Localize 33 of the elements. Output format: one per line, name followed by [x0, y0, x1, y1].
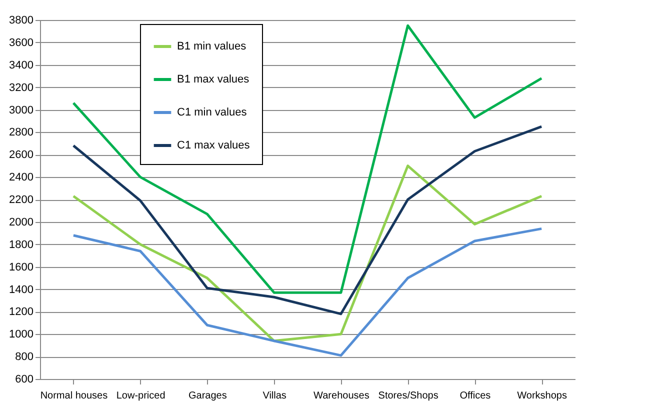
- y-tick-label: 1600: [9, 261, 34, 274]
- x-tick-label: Workshops: [517, 390, 567, 402]
- y-tick-label: 600: [15, 374, 34, 386]
- y-tick-label: 3600: [9, 36, 34, 49]
- y-tick-label: 1200: [9, 306, 34, 318]
- x-tick-label: Offices: [460, 390, 491, 402]
- y-tick-label: 800: [15, 351, 34, 364]
- line-series: [72, 24, 543, 294]
- legend-label: B1 max values: [177, 74, 250, 86]
- x-tick-label: Stores/Shops: [378, 390, 438, 402]
- line-series: [72, 164, 543, 342]
- legend-label: B1 min values: [177, 40, 247, 52]
- legend-label: C1 max values: [177, 140, 250, 152]
- y-tick-label: 1800: [9, 238, 34, 251]
- y-tick-label: 2800: [9, 126, 34, 139]
- x-tick-label: Villas: [262, 390, 286, 402]
- y-tick-label: 2400: [9, 172, 34, 184]
- y-tick-label: 3400: [9, 59, 34, 72]
- y-tick-label: 2200: [9, 194, 34, 206]
- y-tick-label: 3200: [9, 82, 34, 94]
- y-tick-label: 1000: [9, 328, 34, 341]
- legend-label: C1 min values: [177, 106, 248, 118]
- y-tick-label: 3000: [9, 104, 34, 116]
- y-tick-label: 2000: [9, 216, 34, 228]
- line-series: [72, 125, 543, 316]
- y-tick-label: 1400: [9, 284, 34, 296]
- x-tick-label: Garages: [188, 390, 227, 402]
- line-series: [72, 227, 543, 357]
- y-tick-label: 2600: [9, 149, 34, 162]
- y-tick-label: 3800: [9, 14, 34, 26]
- x-tick-label: Low-priced: [116, 390, 166, 402]
- x-tick-label: Normal houses: [40, 390, 108, 402]
- x-tick-label: Warehouses: [314, 390, 370, 402]
